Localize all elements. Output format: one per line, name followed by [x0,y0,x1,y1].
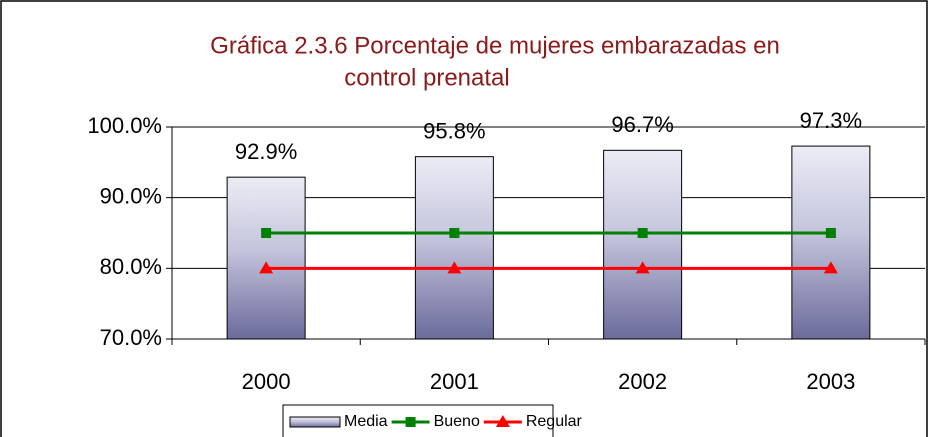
data-label: 97.3% [800,108,862,133]
bar [791,145,871,340]
data-label: 95.8% [423,118,485,143]
bar [603,149,683,340]
legend-swatch [289,416,341,428]
marker [261,228,272,238]
chart-title: control prenatal [344,64,509,91]
marker [635,261,650,274]
data-label: 96.7% [611,112,673,137]
marker [259,261,274,274]
x-tick-label: 2002 [618,369,667,394]
marker [447,261,462,274]
marker [637,228,648,238]
marker [825,228,836,238]
marker [449,228,460,238]
x-tick-label: 2001 [430,369,479,394]
y-tick-label: 90.0% [100,183,162,208]
chart-title: Gráfica 2.3.6 Porcentaje de mujeres emba… [210,32,780,59]
data-label: 92.9% [235,139,297,164]
legend-label: Media [344,413,388,430]
x-tick-label: 2000 [242,369,291,394]
marker [823,261,838,274]
y-tick-label: 80.0% [100,254,162,279]
legend-marker [495,415,510,427]
bar [226,176,306,340]
legend-label: Regular [526,413,583,430]
legend-label: Bueno [434,413,480,430]
x-tick-label: 2003 [806,369,855,394]
bar [414,156,494,340]
y-tick-label: 100.0% [87,113,162,138]
y-tick-label: 70.0% [100,325,162,350]
legend-marker [405,417,416,427]
